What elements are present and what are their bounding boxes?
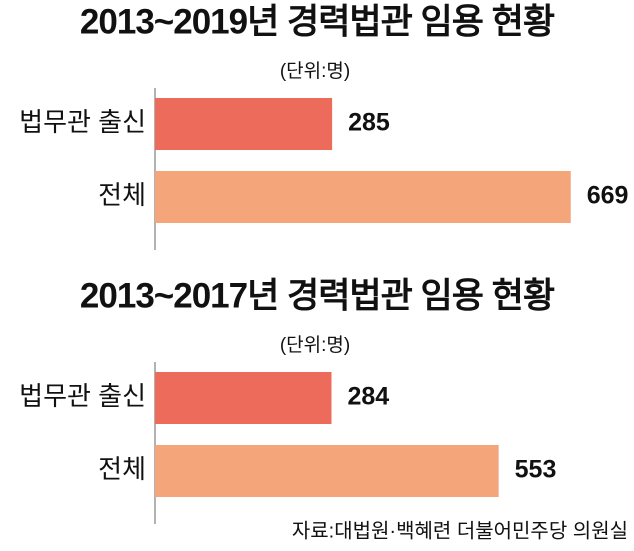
value-label: 285	[348, 109, 390, 137]
bar	[155, 445, 499, 497]
bar	[155, 98, 333, 150]
source: 자료:대법원·백혜련 더불어민주당 의원실	[292, 519, 628, 542]
value-label: 284	[347, 383, 389, 411]
category-label: 법무관 출신	[19, 381, 146, 411]
bar	[155, 171, 571, 223]
category-label: 전체	[98, 180, 146, 210]
chart-title: 2013~2019년 경력법관 임용 현황	[80, 2, 555, 41]
category-label: 법무관 출신	[19, 107, 146, 137]
bar	[155, 372, 332, 424]
category-label: 전체	[98, 454, 146, 484]
unit-label: (단위:명)	[280, 334, 350, 356]
unit-label: (단위:명)	[280, 60, 350, 82]
value-label: 669	[587, 182, 629, 210]
chart-title: 2013~2017년 경력법관 임용 현황	[80, 276, 555, 315]
value-label: 553	[515, 456, 557, 484]
